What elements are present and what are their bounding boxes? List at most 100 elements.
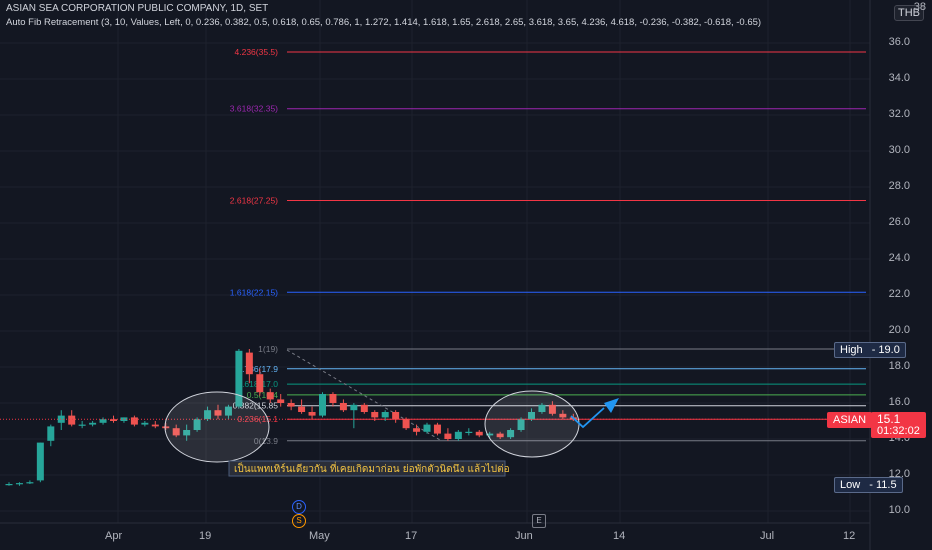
annotation-box[interactable] — [228, 460, 506, 477]
candle-body — [245, 352, 253, 375]
price-axis-top-label: 38 — [913, 1, 926, 13]
candle-body — [319, 394, 326, 416]
price-tick-label: 20.0 — [888, 324, 910, 336]
split-event-icon[interactable]: S — [292, 514, 306, 528]
time-label-may: May — [309, 530, 330, 542]
fib-level-label: 0.382(15.85 — [233, 401, 279, 411]
price-tick-label: 36.0 — [888, 36, 910, 48]
candle-body — [204, 410, 212, 420]
high-price-badge: High - 19.0 — [834, 342, 906, 358]
candle-body — [151, 424, 159, 427]
price-tick-label: 18.0 — [888, 360, 910, 372]
candle-body — [141, 422, 149, 425]
time-label-apr: Apr — [105, 530, 123, 542]
candle-body — [36, 442, 44, 481]
indicator-legend[interactable]: Auto Fib Retracement (3, 10, Values, Lef… — [6, 17, 762, 28]
bar-countdown: 01:32:02 — [877, 425, 920, 437]
candle-body — [423, 424, 431, 432]
candle-body — [5, 484, 13, 486]
candle-body — [110, 419, 117, 421]
candle-body — [329, 394, 337, 403]
low-label: Low — [840, 479, 861, 491]
high-label: High — [840, 344, 863, 356]
candle-body — [287, 403, 295, 407]
candle-body — [193, 419, 201, 430]
candle-body — [130, 417, 138, 425]
candle-body — [15, 483, 23, 485]
time-label-12: 12 — [843, 530, 856, 542]
candle-body — [47, 426, 55, 441]
symbol-badge: ASIAN — [827, 412, 873, 428]
candle-body — [183, 430, 191, 436]
candle-body — [538, 404, 546, 412]
price-tick-label: 32.0 — [888, 108, 910, 120]
candle-body — [162, 426, 170, 429]
candle-body — [89, 422, 97, 425]
candle-body — [26, 482, 34, 484]
currency-button[interactable]: THB — [894, 5, 924, 21]
last-price-badge: 15.1 01:32:02 — [871, 412, 926, 438]
low-price-badge: Low - 11.5 — [834, 477, 903, 493]
pattern-ellipse-left[interactable] — [164, 391, 270, 463]
time-label-jul: Jul — [760, 530, 775, 542]
annotation-text: เป็นแพทเทิร์นเดียวกัน ที่เคยเกิดมาก่อน ย… — [234, 461, 510, 475]
fib-level-label: 0.786(17.9 — [237, 364, 278, 374]
price-tick-label: 10.0 — [888, 504, 910, 516]
candle-body — [298, 406, 306, 412]
candle-body — [496, 433, 504, 438]
candle-body — [266, 392, 274, 400]
price-tick-label: 22.0 — [888, 288, 910, 300]
chart-grid — [0, 0, 870, 523]
low-value: 11.5 — [875, 479, 897, 491]
candle-body — [454, 431, 462, 439]
candle-body — [224, 406, 232, 416]
time-label-17: 17 — [405, 530, 418, 542]
candle-body — [559, 413, 567, 418]
candle-body — [381, 412, 389, 418]
chart-title: ASIAN SEA CORPORATION PUBLIC COMPANY, 1D… — [6, 3, 269, 14]
dividend-event-icon[interactable]: D — [292, 500, 306, 514]
last-price: 15.1 — [877, 412, 901, 426]
candle-body — [68, 415, 76, 425]
fib-level-label: 3.618(32.35) — [230, 104, 278, 114]
earnings-event-icon[interactable]: E — [532, 514, 546, 528]
candle-body — [392, 412, 400, 420]
candle-body — [99, 419, 107, 423]
pattern-ellipse-right[interactable] — [484, 390, 580, 458]
candle-body — [507, 430, 515, 438]
candle-body — [371, 412, 379, 418]
candle-body — [277, 399, 285, 403]
price-tick-label: 16.0 — [888, 396, 910, 408]
candle-body — [528, 412, 535, 420]
candle-body — [360, 404, 368, 412]
time-label-jun: Jun — [515, 530, 533, 542]
candle-body — [214, 410, 222, 416]
fib-level-label: 1.618(22.15) — [230, 287, 278, 297]
price-tick-label: 24.0 — [888, 252, 910, 264]
candle-body — [548, 404, 556, 414]
candle-body — [350, 404, 358, 411]
candle-body — [235, 350, 243, 407]
candle-body — [433, 424, 441, 434]
high-dash: - — [871, 344, 876, 356]
fib-level-label: 4.236(35.5) — [235, 47, 279, 57]
fib-retracement[interactable]: 4.236(35.5) 3.618(32.35) 2.618(27.25) 1.618… — [230, 47, 866, 446]
forecast-arrow-head — [604, 398, 619, 413]
fib-level-label: 0.236(15.1 — [237, 414, 278, 424]
price-tick-label: 28.0 — [888, 180, 910, 192]
candle-body — [444, 433, 452, 439]
candle-body — [465, 431, 473, 433]
high-value: 19.0 — [878, 344, 900, 356]
candle-body — [339, 403, 347, 411]
low-dash: - — [869, 479, 873, 491]
candle-body — [256, 374, 264, 393]
price-tick-label: 26.0 — [888, 216, 910, 228]
candle-body — [78, 424, 86, 426]
candle-body — [413, 428, 421, 432]
fib-level-label: 2.618(27.25) — [230, 196, 278, 206]
candlestick-series — [0, 349, 870, 486]
forecast-arrow[interactable] — [570, 407, 605, 429]
time-label-19: 19 — [199, 530, 212, 542]
candle-body — [486, 433, 494, 436]
